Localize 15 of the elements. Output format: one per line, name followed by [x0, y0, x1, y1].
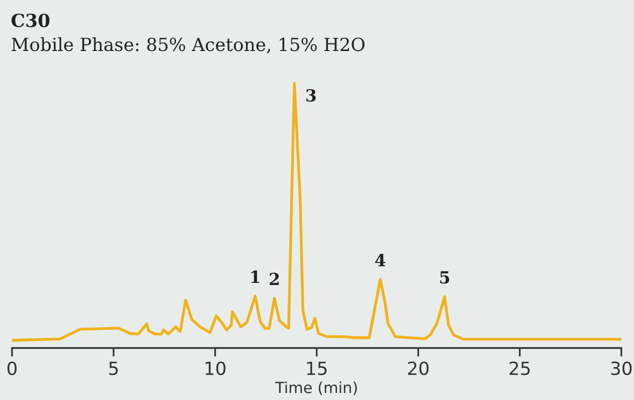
annotation: 3 — [306, 89, 316, 102]
chart-subtitle: Mobile Phase: 85% Acetone, 15% H2O — [12, 37, 365, 54]
x-tick-label: 5 — [109, 362, 118, 376]
x-axis-title: Time (min) — [275, 381, 357, 396]
x-tick-label: 20 — [408, 362, 429, 376]
annotation: 1 — [251, 270, 260, 283]
annotation: 4 — [375, 254, 386, 266]
x-tick-label: 15 — [307, 362, 327, 376]
annotation: 2 — [270, 272, 279, 286]
chart-title: C30 — [12, 14, 50, 28]
x-tick-label: 0 — [7, 362, 17, 376]
annotation: 5 — [440, 271, 450, 284]
x-tick-label: 25 — [510, 362, 530, 376]
x-tick-label: 30 — [611, 362, 632, 376]
x-tick-label: 10 — [206, 362, 226, 376]
